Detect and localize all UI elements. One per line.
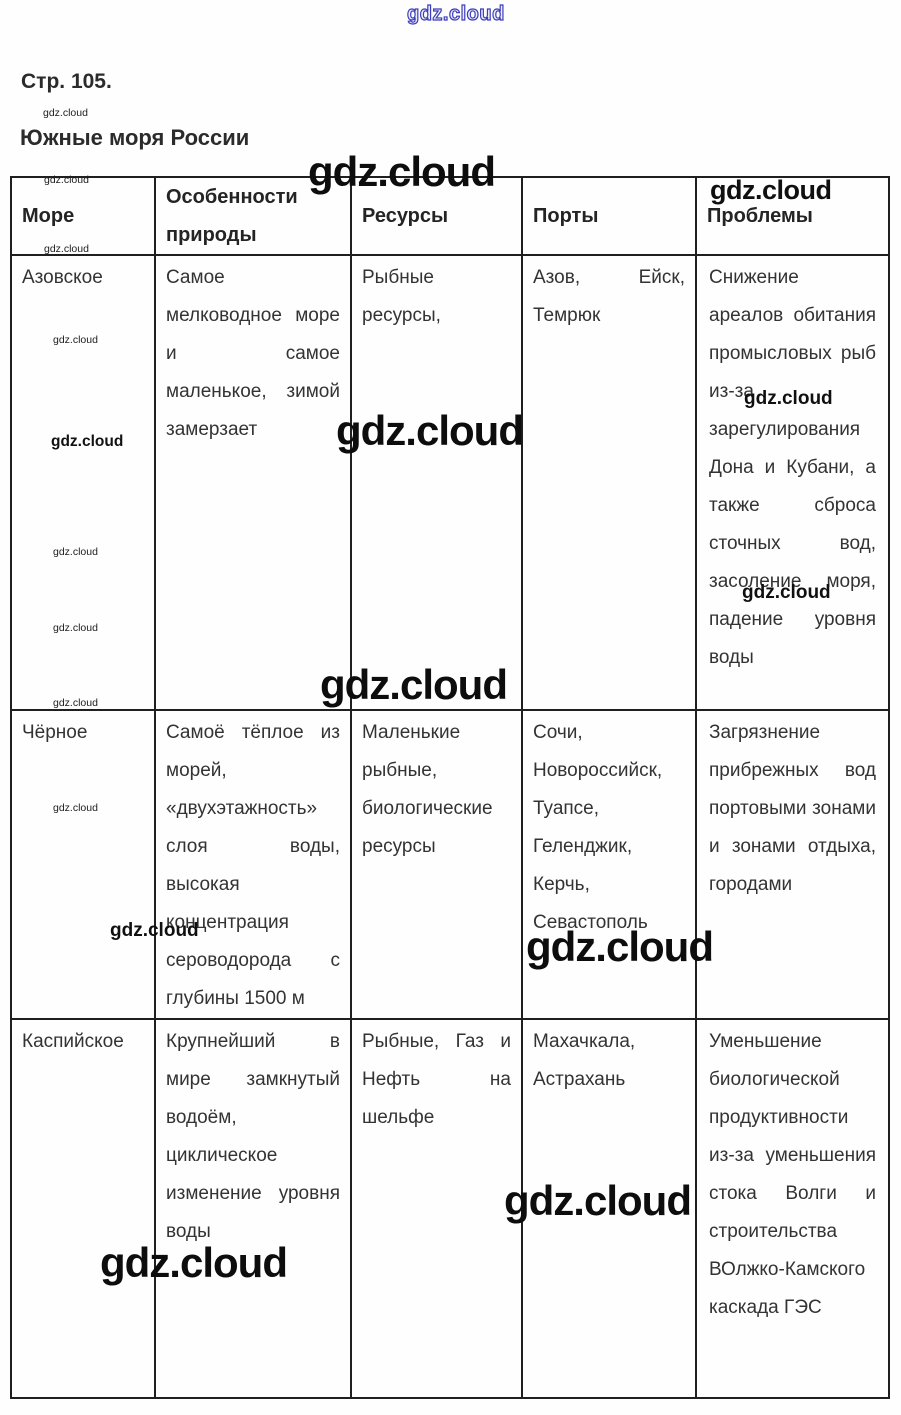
cell-ports: Сочи, Новороссийск, Туапсе, Геленджик, К… bbox=[521, 709, 697, 1020]
cell-sea-name: Чёрное bbox=[10, 709, 156, 1020]
table-row-black: Чёрное Самоё тёплое из морей, «двухэтажн… bbox=[10, 709, 890, 1020]
cell-nature: Самое мелководное море и самое маленькое… bbox=[154, 254, 352, 711]
watermark-gdz-cloud: gdz.cloud bbox=[406, 2, 505, 25]
cell-problems: Загрязнение прибрежных вод портовыми зон… bbox=[695, 709, 890, 1020]
cell-problems: Уменьшение биологической продуктивности … bbox=[695, 1018, 890, 1399]
cell-nature: Самоё тёплое из морей, «двухэтажность» с… bbox=[154, 709, 352, 1020]
table-row-caspian: Каспийское Крупнейший в мире замкнутый в… bbox=[10, 1018, 890, 1399]
cell-ports: Азов, Ейск, Темрюк bbox=[521, 254, 697, 711]
page-number-heading: Стр. 105. bbox=[21, 70, 112, 93]
table-header-row: Море Особенности природы Ресурсы Порты П… bbox=[10, 176, 890, 256]
southern-seas-table: Море Особенности природы Ресурсы Порты П… bbox=[10, 176, 890, 1399]
header-ports: Порты bbox=[521, 176, 697, 256]
header-sea: Море bbox=[10, 176, 156, 256]
cell-nature: Крупнейший в мире замкнутый водоём, цикл… bbox=[154, 1018, 352, 1399]
cell-resources: Рыбные, Газ и Нефть на шельфе bbox=[350, 1018, 523, 1399]
header-problems: Проблемы bbox=[695, 176, 890, 256]
header-nature-features: Особенности природы bbox=[154, 176, 352, 256]
cell-problems: Снижение ареалов обитания промысловых ры… bbox=[695, 254, 890, 711]
cell-sea-name: Азовское bbox=[10, 254, 156, 711]
cell-resources: Маленькие рыбные, биологические ресурсы bbox=[350, 709, 523, 1020]
header-resources: Ресурсы bbox=[350, 176, 523, 256]
table-row-azov: Азовское Самое мелководное море и самое … bbox=[10, 254, 890, 711]
cell-sea-name: Каспийское bbox=[10, 1018, 156, 1399]
cell-ports: Махачкала, Астрахань bbox=[521, 1018, 697, 1399]
watermark-gdz-cloud: gdz.cloud bbox=[43, 107, 88, 119]
document-title: Южные моря России bbox=[20, 125, 250, 150]
cell-resources: Рыбные ресурсы, bbox=[350, 254, 523, 711]
